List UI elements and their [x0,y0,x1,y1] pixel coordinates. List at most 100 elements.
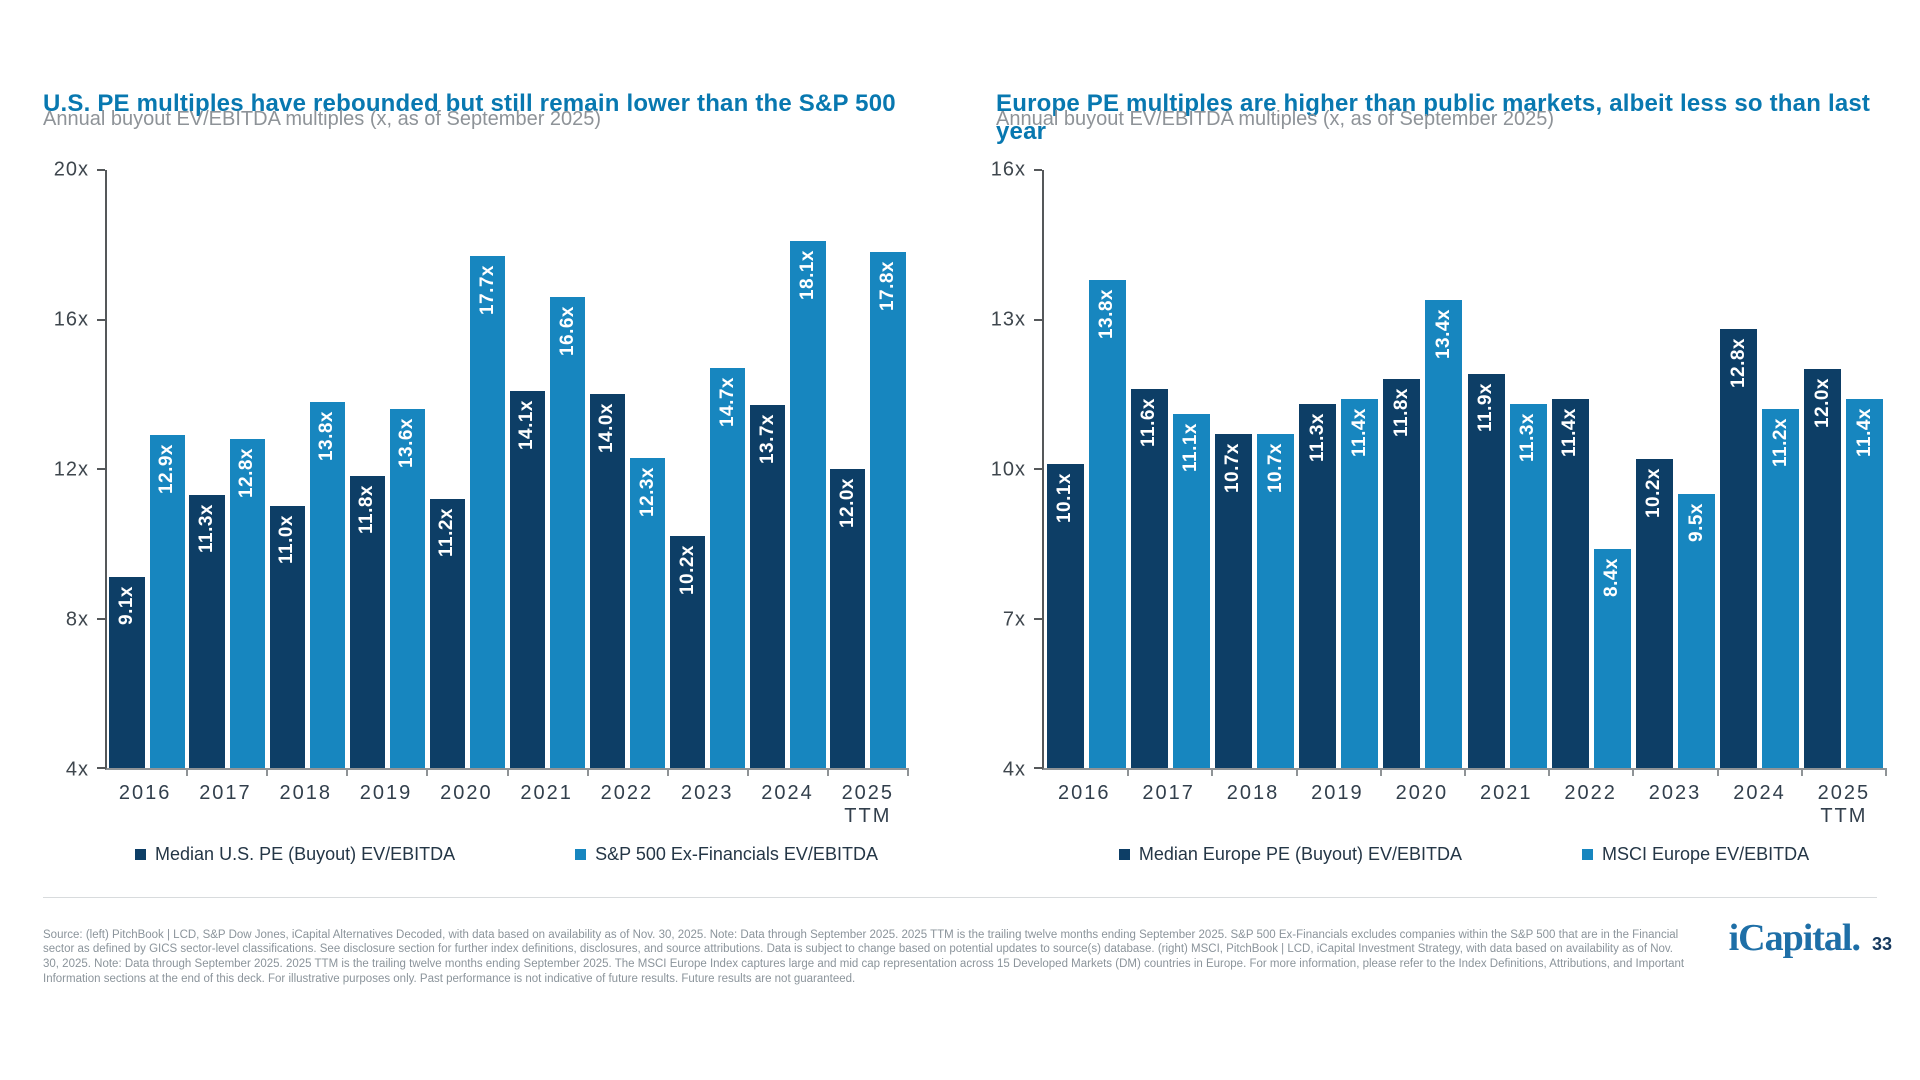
bar-value-label: 13.8x [1096,288,1118,339]
bar-2025-TTM-series2: 11.4x [1846,399,1884,768]
x-axis-tick [1295,768,1298,776]
legend: Median U.S. PE (Buyout) EV/EBITDA S&P 500… [105,844,908,865]
bar-2024-series2: 18.1x [790,241,826,768]
legend-label: MSCI Europe EV/EBITDA [1602,844,1810,864]
x-axis-label-2023: 2023 [1648,782,1702,804]
icapital-logo: iCapital. [1728,917,1861,959]
bar-value-label: 9.1x [115,586,137,626]
bar-group-2021: 11.9x 11.3x [1465,170,1549,768]
x-axis-label-2025: 2025 TTM [1817,782,1871,827]
bar-value-label: 11.1x [1180,423,1202,473]
bar-2022-series2: 8.4x [1593,548,1631,768]
bar-value-label: 13.8x [316,410,338,461]
y-axis-tick [1034,468,1042,470]
x-axis-labels: 2016 2017 2018 2019 2020 2021 2022 2023 2024 2025… [105,782,908,828]
x-axis-tick [1127,768,1130,776]
y-axis-tick-label: 4x [65,758,89,781]
legend-item: Median Europe PE (Buyout) EV/EBITDA [1118,844,1463,865]
bar-value-label: 17.8x [877,261,898,312]
bar-groups: 10.1x 13.8x 11.6x 11.1x 10.7x 10.7x 11.3x 11.4x… [1044,170,1886,768]
y-axis-tick [1034,767,1042,769]
bar-group-2025: 12.0x 11.4x [1802,170,1886,768]
y-axis-tick-label: 16x [990,158,1026,181]
y-axis-tick [97,767,105,769]
x-axis-label-2016: 2016 [118,782,172,804]
bar-value-label: 18.1x [796,250,818,301]
legend-label: Median Europe PE (Buyout) EV/EBITDA [1138,844,1463,864]
bar-2023-series1: 10.2x [1635,459,1674,768]
chart-subtitle: Annual buyout EV/EBITDA multiples (x, as… [996,108,1555,130]
plot-area: 9.1x 12.9x 11.3x 12.8x 11.0x 13.8x 11.8x 13.6x 1… [97,169,909,776]
bar-2019-series2: 13.6x [389,409,426,768]
bar-2023-series1: 10.2x [669,536,706,768]
bar-value-label: 9.5x [1685,502,1707,542]
bar-value-label: 12.0x [1811,378,1833,429]
plot-area: 10.1x 13.8x 11.6x 11.1x 10.7x 10.7x 11.3x 11.4x… [1034,169,1887,776]
bar-2017-series2: 11.1x [1172,414,1210,768]
x-axis-tick [1464,768,1466,776]
bar-value-label: 12.8x [1727,338,1749,389]
x-axis-tick [506,768,509,776]
x-axis-label-2024: 2024 [1733,782,1786,804]
x-axis-tick [1885,768,1887,776]
bar-group-2024: 13.7x 18.1x [748,170,828,768]
bar-group-2016: 9.1x 12.9x [107,170,187,768]
x-axis-label-2020: 2020 [1395,782,1449,804]
y-axis: 16x 13x 10x 7x 4x [991,159,1042,781]
x-axis-tick [666,768,669,776]
chart-subtitle: Annual buyout EV/EBITDA multiples (x, as… [43,108,602,130]
bar-group-2019: 11.8x 13.6x [347,170,427,768]
y-axis-tick-label: 4x [1002,758,1026,781]
footer-divider [43,897,1877,898]
y-axis-tick [1034,617,1042,620]
x-axis-label-2022: 2022 [600,782,654,804]
bar-value-label: 10.7x [1222,443,1244,494]
bar-value-label: 17.7x [476,264,498,316]
y-axis-tick [97,617,105,620]
bar-2024-series1: 13.7x [750,405,786,768]
legend-swatch-icon [135,849,147,860]
legend-swatch-icon [575,849,587,860]
y-axis-tick-label: 13x [990,308,1026,331]
x-axis-tick [186,768,189,776]
bar-value-label: 10.7x [1264,443,1286,494]
page-number: 33 [1871,934,1892,954]
bar-2016-series1: 9.1x [109,577,145,768]
x-axis-tick [426,768,429,776]
bar-2019-series1: 11.8x [349,476,385,768]
x-axis-label-2023: 2023 [680,782,734,804]
bar-group-2024: 12.8x 11.2x [1718,170,1802,768]
x-axis-label-2016: 2016 [1057,782,1111,804]
y-axis-tick-label: 20x [53,158,89,181]
bar-value-label: 11.0x [276,515,298,565]
y-axis-tick-label: 10x [990,458,1026,481]
x-axis-label-2021: 2021 [1479,782,1533,804]
y-axis-tick-label: 12x [53,458,89,481]
y-axis-tick [97,468,105,470]
x-axis-tick [1379,768,1382,776]
x-axis-tick [586,768,589,776]
brand: iCapital. 33 [1729,916,1892,960]
bar-group-2021: 14.1x 16.6x [507,170,587,768]
bar-value-label: 10.2x [676,545,698,596]
bar-2020-series1: 11.8x [1383,379,1421,768]
bar-value-label: 11.6x [1138,398,1160,448]
bar-2017-series2: 12.8x [229,439,265,768]
x-axis-tick [826,768,829,776]
bar-value-label: 14.1x [516,399,538,450]
bar-value-label: 11.9x [1475,383,1497,433]
bar-value-label: 11.4x [1853,408,1875,458]
y-axis-tick-label: 8x [65,608,89,631]
bar-group-2023: 10.2x 9.5x [1633,170,1717,768]
x-axis-label-2019: 2019 [1311,782,1364,804]
bar-group-2019: 11.3x 11.4x [1297,170,1381,768]
x-axis-tick [1211,768,1214,776]
x-axis-tick [1716,768,1719,776]
bar-value-label: 10.2x [1643,468,1665,519]
bar-2022-series1: 11.4x [1551,399,1589,768]
bar-value-label: 14.7x [716,377,738,428]
bar-2025-TTM-series2: 17.8x [870,252,906,768]
bar-2021-series1: 11.9x [1467,374,1505,768]
bar-group-2018: 10.7x 10.7x [1212,170,1296,768]
